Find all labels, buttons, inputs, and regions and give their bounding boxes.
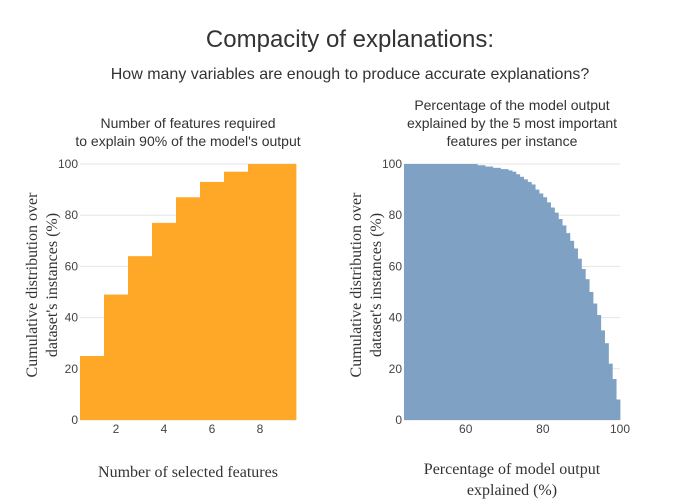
left-y-tick-label: 60: [65, 259, 79, 273]
right-y-tick-label: 100: [382, 157, 402, 171]
right-bar: [527, 181, 532, 420]
left-y-tick-label: 100: [58, 157, 78, 171]
left-x-axis-label: Number of selected features: [98, 464, 278, 481]
right-x-tick-label: 100: [610, 422, 630, 436]
left-bar: [248, 164, 273, 420]
left-y-tick-label: 80: [65, 208, 79, 222]
right-bar: [577, 258, 582, 420]
left-x-tick-label: 8: [257, 422, 264, 436]
right-y-tick-label: 20: [389, 362, 403, 376]
page-subtitle: How many variables are enough to produce…: [110, 66, 590, 83]
right-y-tick-label: 0: [395, 413, 402, 427]
right-bar: [573, 248, 578, 420]
right-bar: [600, 330, 605, 420]
right-bar: [404, 164, 478, 420]
right-bar: [500, 169, 509, 420]
right-bar: [562, 225, 567, 420]
right-y-tick-label: 40: [389, 311, 403, 325]
left-chart-title-line-2: to explain 90% of the model's output: [75, 133, 301, 149]
right-bar: [566, 233, 571, 420]
right-bar: [589, 292, 594, 420]
right-bar: [512, 171, 517, 420]
right-bar: [604, 343, 609, 420]
right-bar: [558, 219, 563, 420]
right-chart-title: Percentage of the model output explained…: [382, 96, 642, 150]
left-bar: [200, 181, 225, 420]
right-x-axis-label-line-1: Percentage of model output: [423, 461, 601, 478]
right-chart-title-line-1: Percentage of the model output: [414, 97, 610, 113]
left-y-tick-label: 40: [65, 311, 79, 325]
left-bar: [128, 256, 153, 420]
right-bar: [581, 268, 586, 420]
right-bar: [477, 165, 486, 420]
right-y-tick-label: 60: [389, 259, 403, 273]
right-bar: [515, 174, 521, 420]
left-chart-title-line-1: Number of features required: [100, 115, 276, 131]
right-bar: [519, 176, 524, 420]
right-x-axis-label-line-2: explained (%): [466, 482, 558, 499]
right-bar: [542, 197, 548, 420]
left-x-tick-label: 2: [113, 422, 120, 436]
right-bar: [485, 166, 494, 420]
right-bar: [596, 315, 602, 420]
right-bar: [585, 279, 590, 420]
right-x-tick-label: 80: [536, 422, 550, 436]
left-x-tick-label: 6: [209, 422, 216, 436]
right-bar: [550, 207, 555, 420]
left-y-tick-label: 0: [71, 413, 78, 427]
right-bar: [608, 363, 613, 420]
left-chart-title: Number of features required to explain 9…: [60, 114, 316, 150]
left-bar: [104, 294, 129, 420]
left-bar: [80, 356, 105, 420]
right-chart-title-line-3: features per instance: [446, 133, 578, 149]
right-bar: [508, 170, 513, 420]
right-bar: [531, 184, 536, 420]
right-bar: [569, 240, 575, 420]
left-bar: [176, 197, 201, 420]
right-y-tick-label: 80: [389, 208, 403, 222]
right-x-axis-label: Percentage of model output explained (%): [382, 459, 642, 500]
left-bar: [152, 222, 177, 420]
left-y-tick-label: 20: [65, 362, 79, 376]
right-bar: [492, 167, 501, 420]
right-bar: [539, 193, 544, 420]
right-bar: [535, 189, 540, 420]
right-bar: [554, 212, 559, 420]
page-title: Compacity of explanations:: [205, 26, 495, 53]
left-x-tick-label: 4: [161, 422, 168, 436]
right-bar: [593, 303, 598, 420]
left-bar: [224, 171, 249, 420]
right-bar: [523, 179, 528, 420]
right-x-tick-label: 60: [459, 422, 473, 436]
right-chart-title-line-2: explained by the 5 most important: [406, 115, 618, 131]
right-bar: [612, 379, 617, 420]
right-bar: [616, 399, 621, 420]
right-bar: [546, 202, 551, 420]
left-bar: [272, 164, 297, 420]
